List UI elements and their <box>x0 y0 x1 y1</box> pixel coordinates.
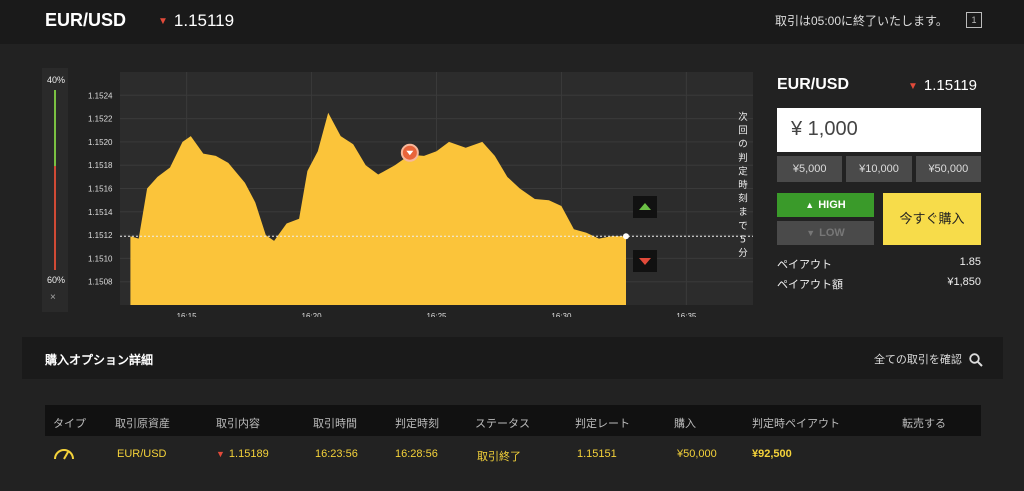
speedometer-icon <box>54 449 74 460</box>
down-arrow-icon: ▼ <box>806 228 816 238</box>
high-indicator[interactable] <box>633 196 657 218</box>
row-asset: EUR/USD <box>117 448 167 460</box>
row-purchase: ¥50,000 <box>677 448 717 460</box>
preset-5000-button[interactable]: ¥5,000 <box>777 156 843 182</box>
col-payout: 判定時ペイアウト <box>752 418 840 430</box>
row-judge-rate: 1.15151 <box>577 448 617 460</box>
row-content-value: 1.15189 <box>228 448 269 460</box>
row-trade-time: 16:23:56 <box>315 448 358 460</box>
closing-notice: 取引は05:00に終了いたします。 <box>775 14 948 28</box>
x-tick-label: 16:35 <box>676 312 697 317</box>
col-trade-time: 取引時間 <box>313 418 357 430</box>
col-asset: 取引原資産 <box>115 418 170 430</box>
x-tick-label: 16:30 <box>551 312 572 317</box>
col-resell: 転売する <box>902 418 946 430</box>
payout-amount-label: ペイアウト額 <box>777 279 843 291</box>
y-tick-label: 1.1512 <box>88 231 113 240</box>
trade-marker[interactable] <box>400 143 419 162</box>
low-label: LOW <box>819 227 845 239</box>
countdown-char: 次 <box>738 111 748 123</box>
close-icon[interactable]: × <box>50 292 56 303</box>
y-tick-label: 1.1510 <box>88 254 113 263</box>
high-label: HIGH <box>818 199 846 211</box>
asset-pair: EUR/USD <box>45 10 127 30</box>
countdown-char: の <box>738 139 748 150</box>
y-tick-label: 1.1518 <box>88 161 113 170</box>
countdown-char: 5 <box>740 234 746 245</box>
amount-input[interactable]: ¥ 1,000 <box>777 108 981 152</box>
payout-value: 1.85 <box>959 256 981 268</box>
buy-now-button[interactable]: 今すぐ購入 <box>883 193 981 245</box>
countdown-char: で <box>738 221 748 232</box>
down-arrow-icon: ▼ <box>158 16 168 28</box>
payout-row: ペイアウト 1.85 <box>777 256 981 272</box>
countdown-char: ま <box>738 207 748 218</box>
row-status: 取引終了 <box>477 451 521 463</box>
payout-label: ペイアウト <box>777 259 832 271</box>
panel-asset-pair: EUR/USD <box>777 76 850 93</box>
countdown-char: 定 <box>738 165 748 177</box>
col-judge-rate: 判定レート <box>575 418 630 430</box>
row-content: ▼ 1.15189 <box>216 448 269 460</box>
gauge-low-bar <box>54 166 56 270</box>
table-header: タイプ 取引原資産 取引内容 取引時間 判定時刻 ステータス 判定レート 購入 … <box>45 405 981 436</box>
countdown-char: 回 <box>738 126 748 137</box>
countdown-char: 刻 <box>738 193 748 205</box>
current-price: ▼ 1.15119 <box>158 11 234 31</box>
gauge-low-percent: 60% <box>47 275 66 285</box>
down-arrow-icon <box>406 150 414 156</box>
view-all-label: 全ての取引を確認 <box>873 354 962 366</box>
payout-amount-row: ペイアウト額 ¥1,850 <box>777 276 981 292</box>
x-tick-label: 16:15 <box>177 312 198 317</box>
price-area <box>130 112 626 305</box>
table-row[interactable]: EUR/USD ▼ 1.15189 16:23:56 16:28:56 取引終了 … <box>45 439 981 469</box>
price-chart: 1.1524 1.1522 1.1520 1.1518 1.1516 1.1514 1.15… <box>88 72 753 317</box>
preset-50000-button[interactable]: ¥50,000 <box>915 156 981 182</box>
payout-amount-value: ¥1,850 <box>947 276 981 288</box>
high-button[interactable]: ▲ HIGH <box>777 193 874 217</box>
purchase-details-header: 購入オプション詳細 全ての取引を確認 <box>22 337 1003 379</box>
row-payout: ¥92,500 <box>752 448 792 460</box>
price-value: 1.15119 <box>173 11 235 30</box>
down-arrow-icon: ▼ <box>216 449 225 459</box>
y-tick-label: 1.1522 <box>88 115 113 124</box>
down-arrow-icon: ▼ <box>908 80 918 92</box>
col-content: 取引内容 <box>216 418 260 430</box>
low-button[interactable]: ▼ LOW <box>777 221 874 245</box>
gauge-high-bar <box>54 90 56 166</box>
preset-10000-button[interactable]: ¥10,000 <box>846 156 912 182</box>
panel-price: ▼ 1.15119 <box>908 77 977 94</box>
col-type: タイプ <box>53 418 86 430</box>
row-judge-time: 16:28:56 <box>395 448 438 460</box>
y-tick-label: 1.1516 <box>88 185 113 194</box>
y-tick-label: 1.1524 <box>88 91 113 100</box>
sentiment-gauge: 40% 60% × <box>42 68 68 312</box>
y-tick-label: 1.1514 <box>88 208 113 217</box>
y-tick-label: 1.1520 <box>88 138 113 147</box>
col-judge-time: 判定時刻 <box>395 418 439 430</box>
down-arrow-icon <box>639 258 651 265</box>
countdown-char: 時 <box>738 180 748 191</box>
up-arrow-icon: ▲ <box>805 200 815 210</box>
amount-presets: ¥5,000 ¥10,000 ¥50,000 <box>777 156 981 182</box>
search-icon <box>969 353 983 367</box>
top-bar: EUR/USD ▼ 1.15119 取引は05:00に終了いたします。 1 <box>0 0 1024 44</box>
col-status: ステータス <box>475 418 530 430</box>
panel-price-value: 1.15119 <box>923 77 978 94</box>
col-purchase: 購入 <box>674 418 696 430</box>
countdown-char: 判 <box>738 152 748 164</box>
exit-icon[interactable]: 1 <box>966 12 982 28</box>
view-all-trades-link[interactable]: 全ての取引を確認 <box>874 351 983 367</box>
current-point <box>622 233 629 240</box>
low-indicator[interactable] <box>633 250 657 272</box>
up-arrow-icon <box>639 203 651 210</box>
section-title: 購入オプション詳細 <box>45 353 154 367</box>
x-tick-label: 16:20 <box>302 312 323 317</box>
gauge-high-percent: 40% <box>47 75 66 85</box>
y-tick-label: 1.1508 <box>88 278 113 287</box>
countdown-char: 分 <box>738 248 748 259</box>
x-tick-label: 16:25 <box>426 312 447 317</box>
